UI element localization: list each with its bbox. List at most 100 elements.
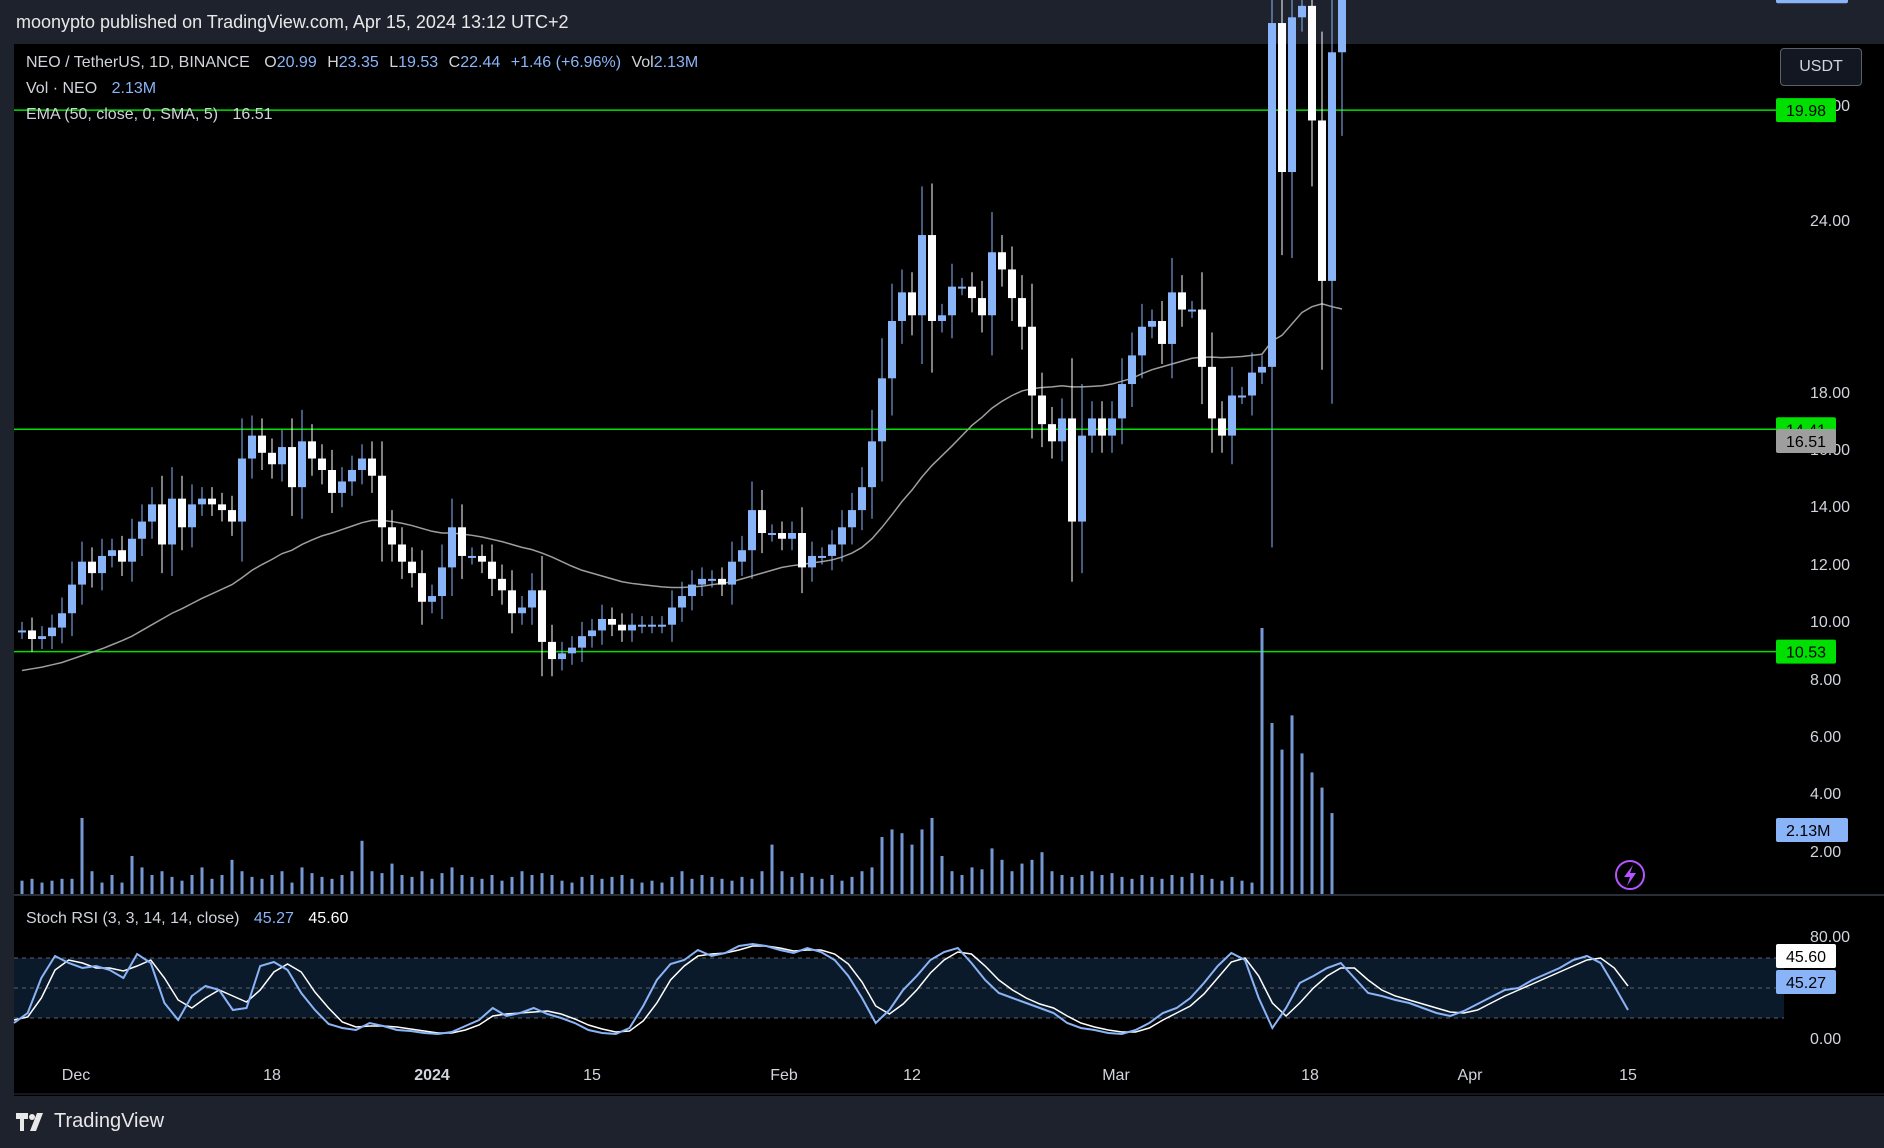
volume-legend[interactable]: Vol · NEO 2.13M (26, 80, 156, 98)
candle-body[interactable] (638, 624, 646, 627)
candle-body[interactable] (1198, 309, 1206, 367)
candle-body[interactable] (448, 527, 456, 568)
candle-body[interactable] (1038, 395, 1046, 425)
tradingview-brand[interactable]: TradingView (16, 1110, 164, 1133)
candle-body[interactable] (718, 578, 726, 585)
candle-body[interactable] (318, 458, 326, 470)
candle-body[interactable] (438, 567, 446, 597)
symbol-name[interactable]: NEO / TetherUS, 1D, BINANCE (26, 54, 250, 71)
candle-body[interactable] (518, 607, 526, 614)
candle-body[interactable] (858, 487, 866, 511)
candle-body[interactable] (618, 624, 626, 631)
candle-body[interactable] (578, 636, 586, 648)
candle-body[interactable] (208, 498, 216, 505)
candle-body[interactable] (598, 618, 606, 631)
candle-body[interactable] (1278, 23, 1286, 173)
candle-body[interactable] (488, 561, 496, 579)
candle-body[interactable] (248, 435, 256, 459)
candle-body[interactable] (38, 636, 46, 640)
candle-body[interactable] (918, 235, 926, 316)
candle-body[interactable] (178, 498, 186, 528)
lightning-icon[interactable] (1615, 860, 1645, 890)
candle-body[interactable] (368, 458, 376, 476)
candle-body[interactable] (898, 292, 906, 322)
candle-body[interactable] (1068, 418, 1076, 522)
candle-body[interactable] (298, 441, 306, 488)
candle-body[interactable] (158, 504, 166, 545)
candle-body[interactable] (968, 286, 976, 299)
candle-body[interactable] (328, 469, 336, 493)
candle-body[interactable] (558, 653, 566, 660)
candle-body[interactable] (78, 561, 86, 585)
candle-body[interactable] (1098, 418, 1106, 436)
candle-body[interactable] (68, 584, 76, 614)
candle-body[interactable] (288, 447, 296, 488)
candle-body[interactable] (428, 596, 436, 602)
candle-body[interactable] (1088, 418, 1096, 436)
candle-body[interactable] (1188, 309, 1196, 312)
candle-body[interactable] (58, 613, 66, 628)
candle-body[interactable] (708, 578, 716, 581)
candle-body[interactable] (1058, 418, 1066, 442)
candle-body[interactable] (228, 510, 236, 522)
candle-body[interactable] (628, 624, 636, 631)
candle-body[interactable] (988, 252, 996, 316)
candle-body[interactable] (648, 624, 656, 627)
candle-body[interactable] (468, 555, 476, 558)
candle-body[interactable] (768, 533, 776, 536)
candle-body[interactable] (1128, 355, 1136, 385)
candle-body[interactable] (788, 533, 796, 539)
candle-body[interactable] (538, 590, 546, 642)
candle-body[interactable] (1208, 366, 1216, 419)
candle-body[interactable] (108, 550, 116, 556)
candle-body[interactable] (688, 584, 696, 597)
candle-body[interactable] (48, 627, 56, 637)
candle-body[interactable] (1158, 321, 1166, 344)
candle-body[interactable] (948, 286, 956, 316)
candle-body[interactable] (1178, 292, 1186, 310)
candle-body[interactable] (1168, 292, 1176, 344)
candle-body[interactable] (748, 510, 756, 551)
candle-body[interactable] (608, 618, 616, 625)
candle-body[interactable] (838, 527, 846, 545)
candle-body[interactable] (528, 590, 536, 608)
candle-body[interactable] (738, 550, 746, 562)
candle-body[interactable] (28, 630, 36, 640)
candle-body[interactable] (418, 573, 426, 602)
candle-body[interactable] (348, 469, 356, 482)
candle-body[interactable] (88, 561, 96, 574)
candle-body[interactable] (938, 315, 946, 322)
candle-body[interactable] (308, 441, 316, 459)
candle-body[interactable] (958, 286, 966, 289)
candle-body[interactable] (1268, 23, 1276, 367)
candle-body[interactable] (1108, 418, 1116, 436)
candle-body[interactable] (728, 561, 736, 585)
candle-body[interactable] (678, 596, 686, 608)
stoch-legend[interactable]: Stoch RSI (3, 3, 14, 14, close) 45.27 45… (26, 910, 348, 928)
candle-body[interactable] (1018, 298, 1026, 327)
candle-body[interactable] (798, 533, 806, 568)
candle-body[interactable] (458, 527, 466, 556)
currency-button[interactable]: USDT (1780, 48, 1862, 86)
ema-legend[interactable]: EMA (50, close, 0, SMA, 5) 16.51 (26, 106, 273, 124)
candle-body[interactable] (18, 630, 26, 633)
candle-body[interactable] (1258, 366, 1266, 373)
candle-body[interactable] (818, 555, 826, 558)
candle-body[interactable] (878, 378, 886, 442)
candle-body[interactable] (408, 561, 416, 574)
candle-body[interactable] (1308, 5, 1316, 121)
candle-body[interactable] (658, 624, 666, 627)
candle-body[interactable] (1028, 326, 1036, 396)
candle-body[interactable] (98, 555, 106, 574)
candle-body[interactable] (378, 475, 386, 528)
candle-body[interactable] (1078, 435, 1086, 522)
candle-body[interactable] (148, 504, 156, 522)
candle-body[interactable] (928, 235, 936, 322)
candle-body[interactable] (888, 321, 896, 379)
candle-body[interactable] (388, 527, 396, 545)
candle-body[interactable] (1008, 269, 1016, 299)
stoch-k-line[interactable] (13, 942, 1629, 1036)
candle-body[interactable] (758, 510, 766, 534)
candle-body[interactable] (1288, 17, 1296, 173)
